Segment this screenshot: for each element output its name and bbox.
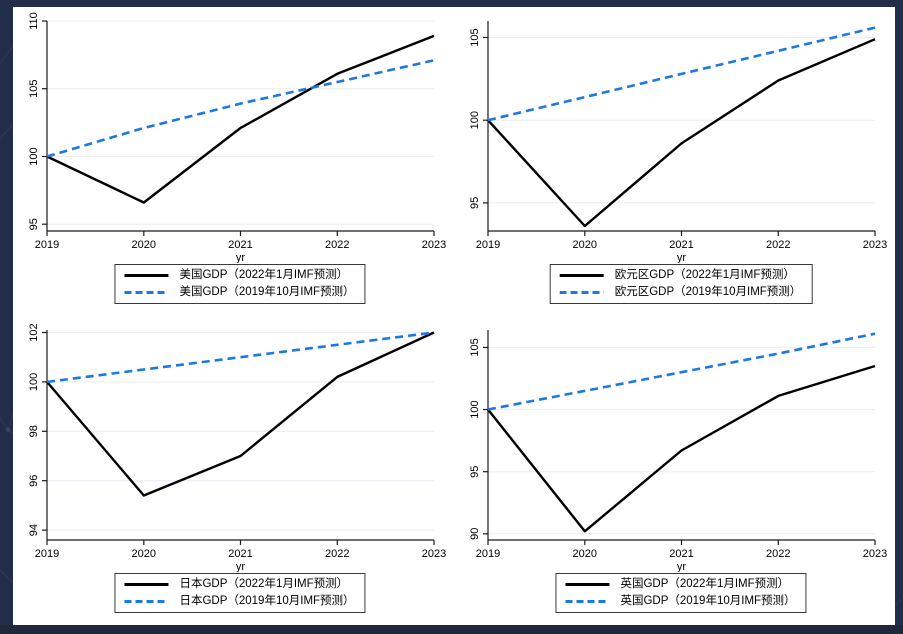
svg-text:2020: 2020 — [573, 548, 597, 560]
svg-text:95: 95 — [28, 218, 40, 230]
svg-text:2019: 2019 — [35, 239, 59, 251]
chart-panel-us-gdp: 95 100 105 110 2019 2020 2021 2022 2023 yr 美国GDP（… — [13, 7, 454, 316]
svg-text:2019: 2019 — [476, 548, 500, 560]
svg-text:100: 100 — [28, 373, 40, 391]
chart-panel-uk-gdp: 90 95 100 105 2019 2020 2021 2022 2023 yr 英国GDP（2… — [454, 316, 895, 625]
legend-label: 美国GDP（2022年1月IMF预测） — [179, 269, 349, 281]
svg-text:2019: 2019 — [35, 548, 59, 560]
svg-text:yr: yr — [236, 561, 246, 572]
dashed-line-swatch — [124, 291, 169, 294]
svg-text:100: 100 — [469, 400, 481, 418]
chart-panel-japan-gdp: 94 96 98 100 102 2019 2020 2021 2022 2023 yr 日本GDP… — [13, 316, 454, 625]
legend-box: 美国GDP（2022年1月IMF预测） 美国GDP（2019年10月IMF预测） — [114, 264, 366, 304]
legend-entry-forecast: 英国GDP（2019年10月IMF预测） — [565, 595, 796, 608]
svg-text:2023: 2023 — [863, 548, 887, 560]
svg-text:2020: 2020 — [132, 548, 156, 560]
svg-text:yr: yr — [236, 252, 246, 263]
svg-text:2019: 2019 — [476, 239, 500, 251]
svg-text:100: 100 — [469, 111, 481, 129]
solid-line-swatch — [124, 583, 169, 586]
eurozone-gdp-line-chart: 95 100 105 2019 2020 2021 2022 2023 yr — [469, 21, 887, 263]
solid-line-swatch — [559, 274, 604, 277]
solid-line-swatch — [124, 274, 169, 277]
solid-line-swatch — [565, 583, 610, 586]
legend-label: 英国GDP（2022年1月IMF预测） — [620, 578, 790, 590]
svg-text:105: 105 — [469, 338, 481, 356]
legend-label: 美国GDP（2019年10月IMF预测） — [179, 286, 355, 298]
charts-canvas: 95 100 105 110 2019 2020 2021 2022 2023 yr 美国GDP（… — [13, 7, 895, 625]
svg-text:100: 100 — [28, 147, 40, 165]
legend-label: 欧元区GDP（2022年1月IMF预测） — [614, 269, 795, 281]
svg-text:2023: 2023 — [863, 239, 887, 251]
legend-label: 日本GDP（2019年10月IMF预测） — [179, 595, 355, 607]
svg-text:2022: 2022 — [325, 239, 349, 251]
svg-text:2021: 2021 — [228, 239, 252, 251]
legend-entry-forecast: 日本GDP（2019年10月IMF预测） — [124, 595, 355, 608]
svg-text:90: 90 — [469, 528, 481, 540]
legend-entry-actual: 美国GDP（2022年1月IMF预测） — [124, 269, 354, 282]
svg-text:94: 94 — [28, 524, 40, 536]
svg-text:95: 95 — [469, 197, 481, 209]
legend-entry-forecast: 欧元区GDP（2019年10月IMF预测） — [559, 286, 802, 299]
dashed-line-swatch — [124, 600, 169, 603]
svg-text:2021: 2021 — [669, 548, 693, 560]
legend-entry-actual: 英国GDP（2022年1月IMF预测） — [565, 578, 795, 591]
uk-gdp-line-chart: 90 95 100 105 2019 2020 2021 2022 2023 yr — [469, 330, 887, 572]
svg-text:2020: 2020 — [573, 239, 597, 251]
legend-box: 英国GDP（2022年1月IMF预测） 英国GDP（2019年10月IMF预测） — [555, 573, 807, 613]
svg-text:105: 105 — [469, 28, 481, 46]
chart-panel-eurozone-gdp: 95 100 105 2019 2020 2021 2022 2023 yr 欧元区GDP（20… — [454, 7, 895, 316]
svg-text:96: 96 — [28, 475, 40, 487]
dashed-line-swatch — [565, 600, 610, 603]
legend-label: 日本GDP（2022年1月IMF预测） — [179, 578, 349, 590]
legend-label: 欧元区GDP（2019年10月IMF预测） — [614, 286, 802, 298]
legend-box: 欧元区GDP（2022年1月IMF预测） 欧元区GDP（2019年10月IMF预… — [549, 264, 813, 304]
svg-text:2022: 2022 — [766, 239, 790, 251]
svg-text:2022: 2022 — [325, 548, 349, 560]
legend-entry-actual: 欧元区GDP（2022年1月IMF预测） — [559, 269, 802, 282]
svg-text:2021: 2021 — [228, 548, 252, 560]
svg-text:95: 95 — [469, 466, 481, 478]
svg-text:2023: 2023 — [422, 239, 446, 251]
svg-text:2023: 2023 — [422, 548, 446, 560]
legend-label: 英国GDP（2019年10月IMF预测） — [620, 595, 796, 607]
svg-text:2021: 2021 — [669, 239, 693, 251]
svg-text:2022: 2022 — [766, 548, 790, 560]
svg-text:yr: yr — [677, 561, 687, 572]
svg-text:102: 102 — [28, 323, 40, 341]
svg-text:110: 110 — [28, 12, 40, 30]
svg-text:2020: 2020 — [132, 239, 156, 251]
taskbar-edge — [0, 625, 903, 634]
dashed-line-swatch — [559, 291, 604, 294]
legend-box: 日本GDP（2022年1月IMF预测） 日本GDP（2019年10月IMF预测） — [114, 573, 366, 613]
legend-entry-forecast: 美国GDP（2019年10月IMF预测） — [124, 286, 355, 299]
legend-entry-actual: 日本GDP（2022年1月IMF预测） — [124, 578, 354, 591]
svg-text:105: 105 — [28, 80, 40, 98]
svg-text:yr: yr — [677, 252, 687, 263]
japan-gdp-line-chart: 94 96 98 100 102 2019 2020 2021 2022 2023 yr — [28, 323, 446, 572]
us-gdp-line-chart: 95 100 105 110 2019 2020 2021 2022 2023 yr — [28, 12, 446, 263]
svg-text:98: 98 — [28, 425, 40, 437]
